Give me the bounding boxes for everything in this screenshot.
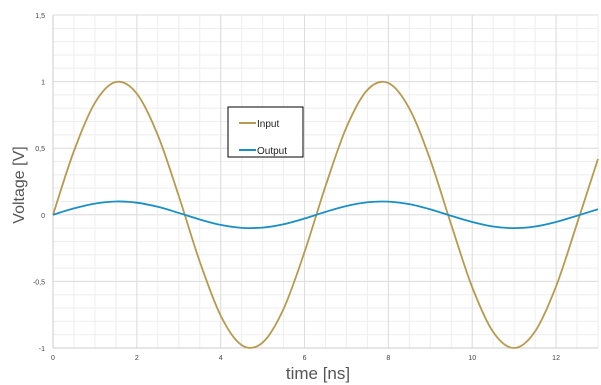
y-tick-label: -1	[39, 346, 45, 353]
y-tick-label: 0,5	[35, 146, 45, 153]
series-layer	[52, 80, 599, 349]
x-axis-title: time [ns]	[286, 364, 350, 383]
axes	[52, 15, 598, 349]
x-tick-label: 4	[219, 355, 223, 362]
legend: Input Output	[227, 106, 304, 158]
x-tick-label: 8	[386, 355, 390, 362]
legend-label-output: Output	[257, 146, 287, 157]
y-tick-label: -0,5	[33, 279, 45, 286]
y-tick-label: 1,5	[35, 13, 45, 20]
series-line-output	[52, 200, 599, 230]
legend-label-input: Input	[257, 119, 279, 130]
x-tick-label: 6	[303, 355, 307, 362]
x-tick-label: 10	[468, 355, 476, 362]
y-tick-label: 0	[41, 213, 45, 220]
x-tick-label: 0	[51, 355, 55, 362]
grid	[52, 14, 599, 349]
x-tick-label: 2	[135, 355, 139, 362]
series-line-input	[52, 80, 599, 349]
tick-labels: 0 2 4 6 8 10 12 -1 -0,5 0 0,5 1 1,5	[33, 13, 560, 362]
x-tick-label: 12	[552, 355, 560, 362]
legend-box	[227, 106, 304, 158]
y-tick-label: 1	[41, 80, 45, 87]
y-axis-title: Voltage [V]	[11, 146, 28, 223]
